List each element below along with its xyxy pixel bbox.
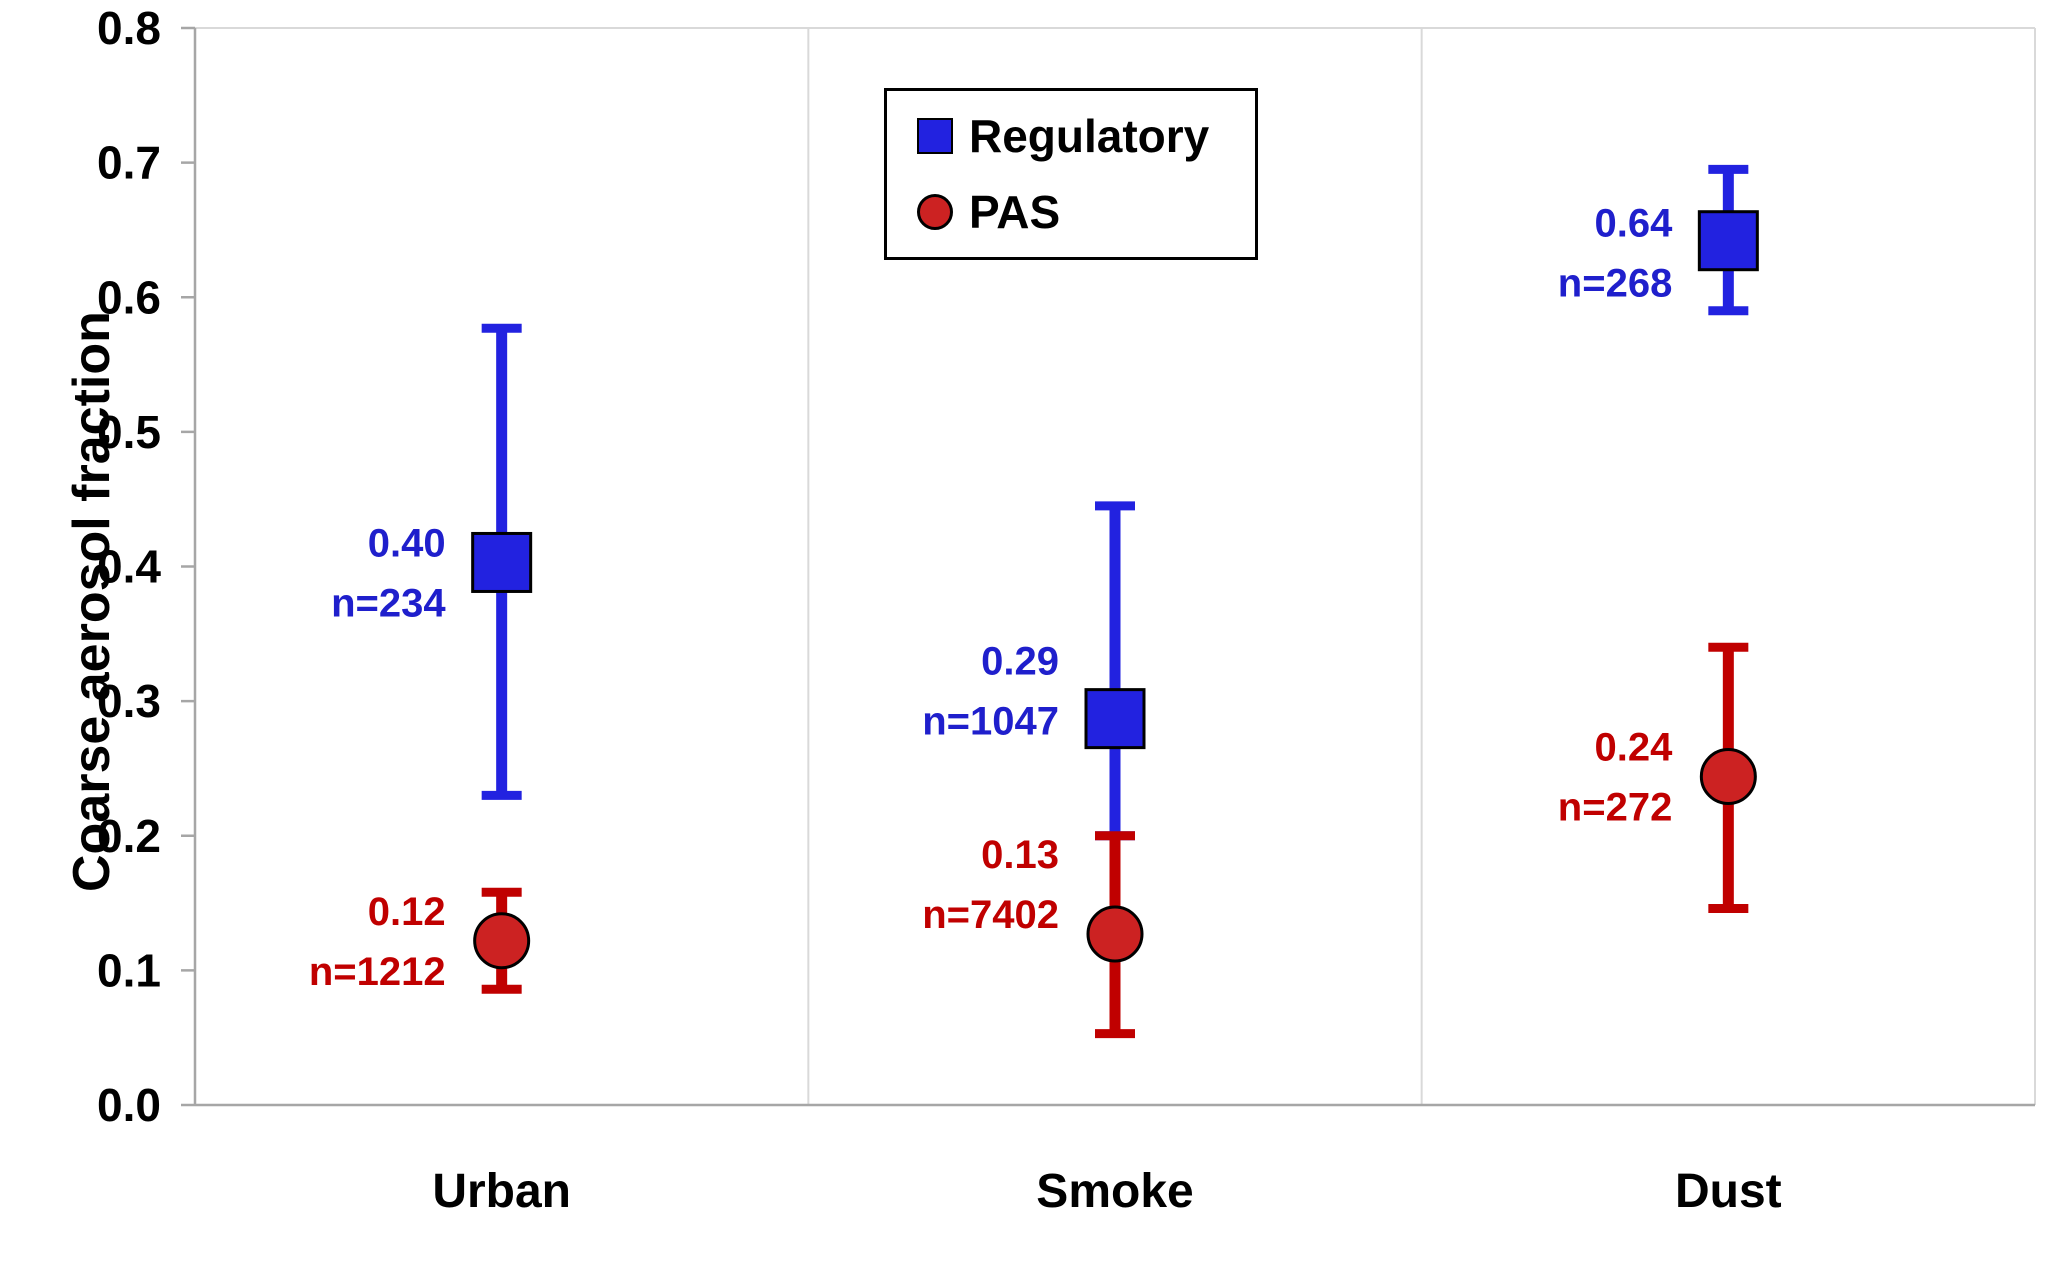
marker-pas-smoke	[1086, 905, 1144, 963]
markers-layer	[471, 210, 1759, 970]
marker-regulatory-smoke	[1084, 688, 1146, 750]
y-tick-label: 0.4	[97, 541, 161, 593]
y-tick-label: 0.3	[97, 675, 161, 727]
value-label-pas-dust: 0.24	[1594, 726, 1673, 770]
value-label-pas-urban: 0.12	[368, 890, 446, 934]
y-tick-label: 0.2	[97, 810, 161, 862]
value-label-pas-smoke: 0.13	[981, 833, 1059, 877]
x-category-label: Smoke	[1036, 1165, 1193, 1218]
y-tick-label: 0.0	[97, 1079, 161, 1131]
marker-pas-urban	[473, 912, 531, 970]
n-label-regulatory-dust: n=268	[1558, 262, 1673, 306]
legend-item-pas: PAS	[917, 189, 1225, 235]
y-tick-label: 0.7	[97, 137, 161, 189]
n-label-regulatory-smoke: n=1047	[922, 700, 1059, 744]
n-label-pas-dust: n=272	[1558, 786, 1673, 830]
legend-item-regulatory: Regulatory	[917, 113, 1225, 159]
value-label-regulatory-urban: 0.40	[368, 521, 446, 565]
axes	[181, 26, 2035, 1107]
data-labels-layer: 0.40 n=234 0.29 n=1047 0.64 n=268 0.12 n=1212 0.…	[309, 202, 1673, 994]
legend-label-regulatory: Regulatory	[969, 110, 1210, 162]
legend-regulatory-square-icon	[917, 118, 953, 154]
n-label-regulatory-urban: n=234	[331, 581, 446, 625]
marker-regulatory-urban	[471, 531, 533, 593]
legend: Regulatory PAS	[884, 88, 1258, 260]
marker-regulatory-dust	[1697, 210, 1759, 272]
legend-label-pas: PAS	[969, 186, 1061, 238]
value-label-regulatory-smoke: 0.29	[981, 640, 1059, 684]
y-tick-label: 0.1	[97, 944, 161, 996]
marker-pas-dust	[1699, 748, 1757, 806]
gridlines	[195, 27, 2036, 1105]
y-tick-label: 0.6	[97, 271, 161, 323]
x-category-label: Dust	[1675, 1165, 1782, 1218]
y-tick-label: 0.8	[97, 2, 161, 54]
value-label-regulatory-dust: 0.64	[1594, 202, 1673, 246]
n-label-pas-smoke: n=7402	[922, 893, 1059, 937]
legend-pas-circle-icon	[917, 194, 953, 230]
x-category-label: Urban	[432, 1165, 571, 1218]
y-tick-label: 0.5	[97, 406, 161, 458]
n-label-pas-urban: n=1212	[309, 950, 446, 994]
